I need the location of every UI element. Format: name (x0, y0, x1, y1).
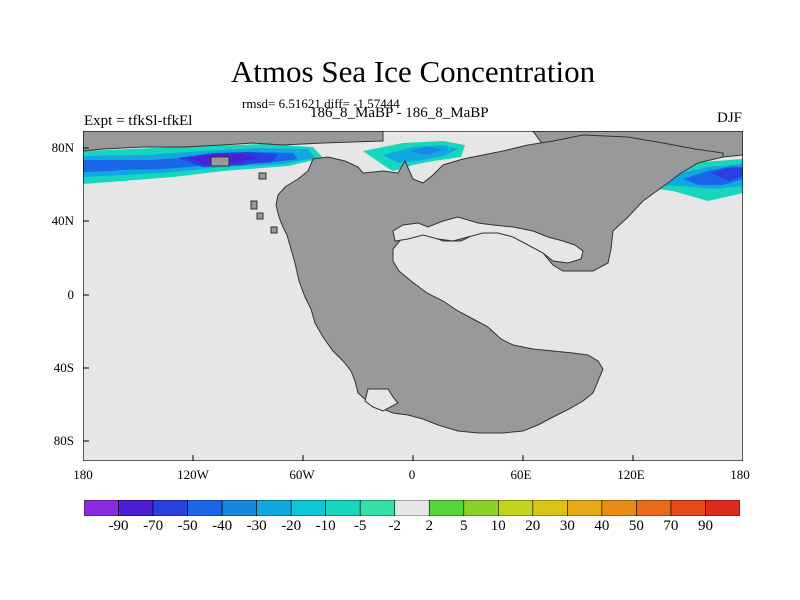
y-tick-label: 80N (51, 140, 74, 155)
colorbar-swatch (152, 500, 188, 516)
season-label: DJF (716, 110, 742, 126)
inland-sea (392, 216, 584, 264)
colorbar-swatch (325, 500, 361, 516)
colorbar-label: 20 (525, 518, 541, 534)
map-plot (83, 131, 743, 461)
arctic-land-strip (83, 131, 384, 152)
island (270, 226, 278, 234)
colorbar-label: 40 (594, 518, 610, 534)
colorbar-swatch (498, 500, 534, 516)
colorbar-label: 70 (663, 518, 679, 534)
colorbar-swatch (256, 500, 292, 516)
colorbar-swatch (463, 500, 499, 516)
supercontinent (275, 134, 724, 434)
colorbar-swatch (532, 500, 568, 516)
experiment-label: Expt = tfkSl-tfkEl (84, 113, 193, 129)
land-masses (83, 131, 743, 434)
x-tick-label: 60E (510, 467, 532, 482)
colorbar-swatch (221, 500, 257, 516)
colorbar-swatch (290, 500, 326, 516)
x-tick-label: 0 (408, 467, 416, 482)
colorbar-swatch (670, 500, 706, 516)
colorbar-swatch (187, 500, 223, 516)
x-tick-label: 180 (730, 467, 750, 482)
x-tick-label: 60W (289, 467, 315, 482)
colorbar (84, 500, 740, 516)
colorbar-swatch (428, 500, 465, 516)
colorbar-label: -5 (353, 518, 367, 534)
colorbar-label: -40 (212, 518, 233, 534)
southern-bay (364, 388, 399, 412)
colorbar-swatch (118, 500, 154, 516)
colorbar-label: 30 (559, 518, 575, 534)
colorbar-label: -20 (281, 518, 302, 534)
y-tick-label: 40S (53, 360, 74, 375)
arctic-island (210, 156, 230, 167)
colorbar-swatch (394, 500, 430, 516)
x-tick-label: 120E (617, 467, 645, 482)
colorbar-swatch (636, 500, 672, 516)
y-tick-label: 40N (51, 213, 74, 228)
island (250, 200, 258, 210)
period-label: 186_8_MaBP - 186_8_MaBP (310, 105, 489, 121)
island (256, 212, 264, 220)
colorbar-label: -30 (246, 518, 267, 534)
colorbar-label: -10 (315, 518, 336, 534)
map-title: Atmos Sea Ice Concentration (230, 54, 596, 89)
colorbar-label: -50 (177, 518, 198, 534)
colorbar-label: -90 (108, 518, 129, 534)
x-tick-label: 120W (177, 467, 209, 482)
colorbar-swatch (359, 500, 396, 516)
stats-text: rmsd= 6.51621 diff= -1.57444 (242, 96, 400, 111)
colorbar-swatch (84, 500, 119, 516)
colorbar-label: 10 (490, 518, 506, 534)
colorbar-swatch (567, 500, 603, 516)
colorbar-swatch (601, 500, 637, 516)
x-tick-label: 180 (73, 467, 93, 482)
colorbar-swatch (705, 500, 740, 516)
island (258, 172, 267, 180)
colorbar-label: 2 (425, 518, 434, 534)
colorbar-label: 5 (460, 518, 468, 534)
y-tick-label: 80S (53, 433, 74, 448)
colorbar-label: 50 (628, 518, 644, 534)
y-tick-label: 0 (67, 287, 75, 302)
colorbar-label: 90 (698, 518, 713, 534)
colorbar-label: -2 (388, 518, 401, 534)
colorbar-label: -70 (143, 518, 164, 534)
axis-ticks (83, 147, 634, 461)
arctic-anomaly-central (363, 141, 465, 171)
